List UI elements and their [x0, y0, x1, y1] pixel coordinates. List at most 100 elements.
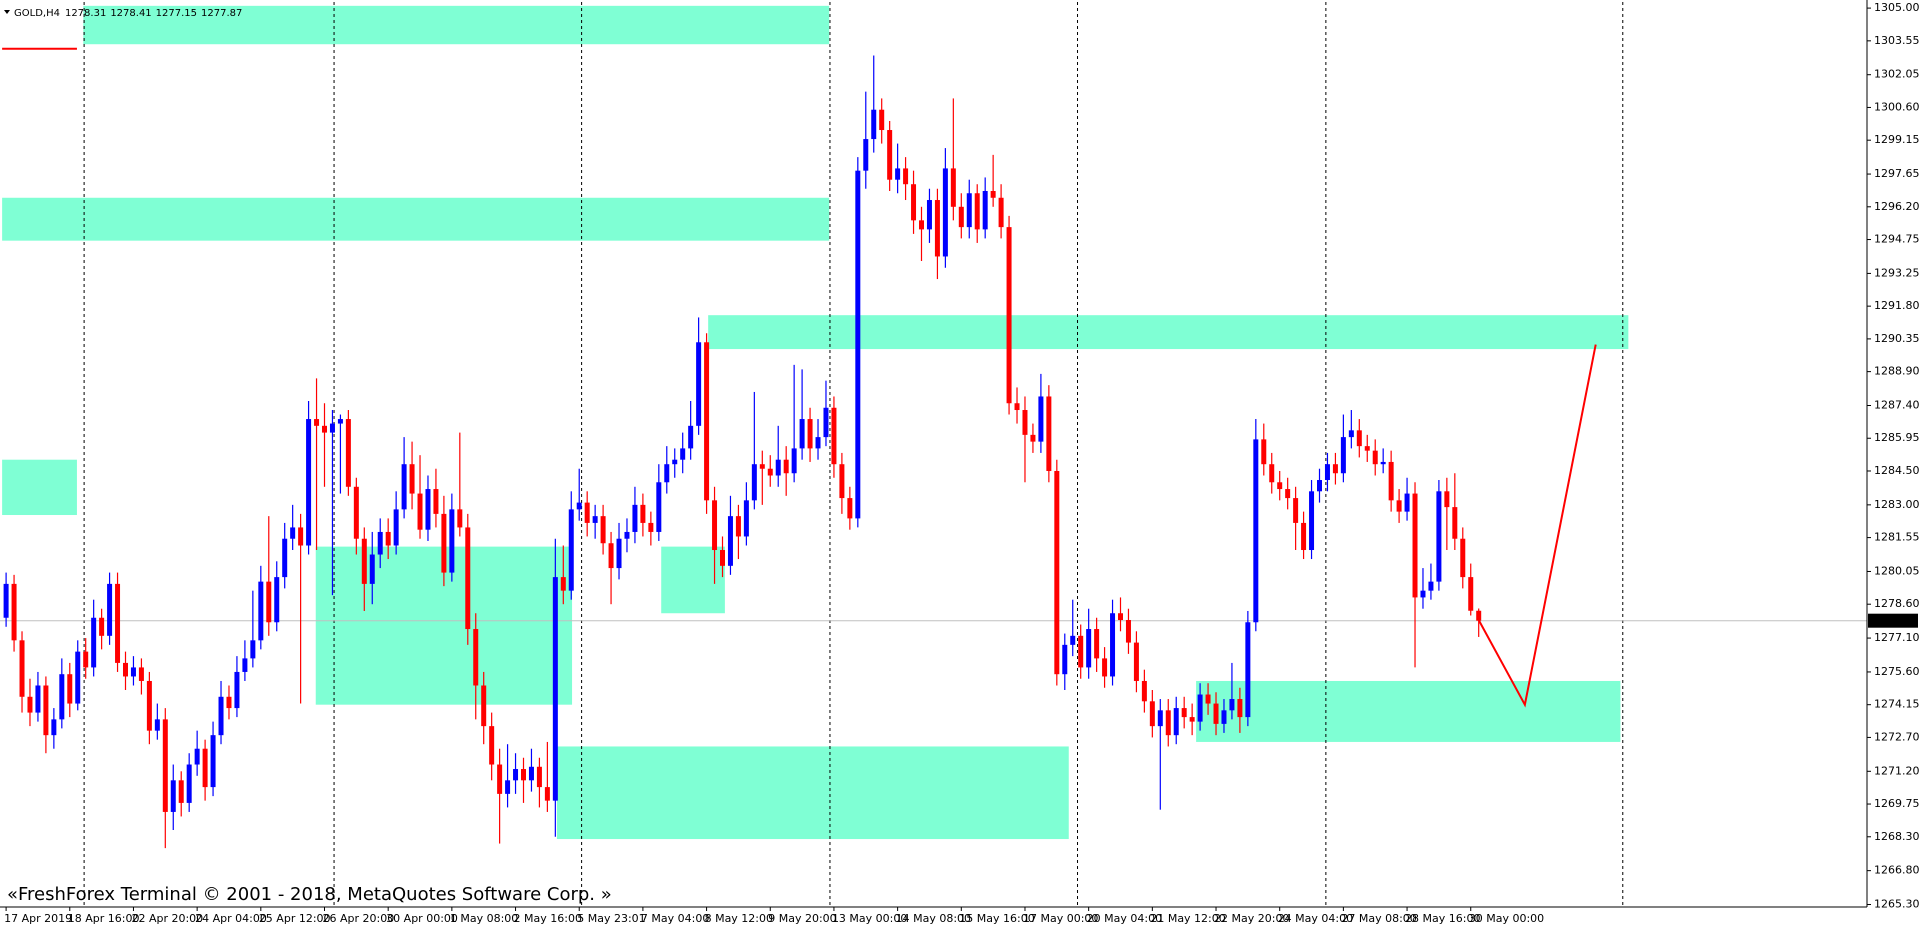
- y-tick-label: 1300.60: [1874, 100, 1920, 113]
- last-low: 1277.15: [156, 8, 197, 19]
- candle-body: [656, 482, 662, 532]
- candle-body: [799, 419, 805, 449]
- candle-body: [552, 577, 558, 801]
- x-tick-label: 24 Apr 04:00: [195, 912, 267, 925]
- candle-body: [1388, 461, 1394, 501]
- candle-body: [1046, 396, 1052, 471]
- candle-body: [919, 220, 924, 230]
- zone: [708, 315, 1629, 350]
- candle-body: [568, 509, 574, 591]
- candle-body: [1460, 538, 1466, 578]
- x-tick-label: 26 Apr 20:00: [323, 912, 395, 925]
- candle-body: [1332, 464, 1338, 474]
- candle-body: [11, 583, 17, 641]
- candle-body: [1118, 613, 1123, 621]
- candle-body: [51, 719, 57, 736]
- candle-body: [1205, 694, 1211, 704]
- candle-body: [282, 538, 288, 578]
- candle-body: [1420, 590, 1426, 598]
- candle-body: [807, 419, 813, 449]
- zones: [2, 5, 1629, 840]
- menu-arrow[interactable]: [4, 10, 10, 14]
- x-tick-label: 13 May 00:00: [832, 912, 907, 925]
- y-tick-label: 1283.00: [1874, 498, 1920, 511]
- candle-body: [1436, 491, 1442, 582]
- candle-body: [377, 531, 383, 555]
- candle-body: [1229, 699, 1235, 711]
- last-open: 1278.31: [65, 8, 106, 19]
- candle-body: [887, 130, 893, 180]
- candle-body: [1301, 522, 1307, 551]
- candle-body: [465, 527, 471, 630]
- candle-body: [704, 342, 710, 501]
- candle-body: [505, 780, 511, 794]
- candle-body: [1062, 644, 1068, 675]
- candle-body: [67, 674, 73, 704]
- candle-body: [218, 696, 224, 736]
- candle-body: [154, 719, 160, 731]
- candle-body: [322, 425, 327, 433]
- candle-body: [712, 500, 718, 551]
- candle-body: [481, 685, 487, 727]
- candle-body: [958, 206, 964, 228]
- candle-body: [1102, 658, 1108, 677]
- candle-body: [497, 764, 503, 794]
- candle-body: [489, 726, 495, 765]
- candle-body: [783, 459, 789, 474]
- watermark: «FreshForex Terminal © 2001 - 2018, Meta…: [7, 884, 612, 905]
- zone: [2, 459, 77, 516]
- y-tick-label: 1281.55: [1874, 531, 1920, 544]
- candle-body: [616, 538, 622, 569]
- overlays: [2, 47, 1597, 708]
- candle-body: [115, 583, 121, 663]
- x-tick-label: 22 May 20:00: [1214, 912, 1289, 925]
- y-tick-label: 1288.90: [1874, 365, 1920, 378]
- candle-body: [337, 419, 343, 424]
- candle-body: [560, 577, 566, 591]
- candle-body: [879, 109, 885, 131]
- x-tick-label: 14 May 08:00: [896, 912, 971, 925]
- candle-body: [457, 509, 463, 528]
- y-tick-label: 1302.05: [1874, 68, 1920, 81]
- candle-body: [99, 617, 105, 636]
- candle-body: [130, 667, 136, 677]
- candle-body: [1014, 403, 1020, 411]
- candle-body: [1404, 493, 1410, 512]
- candle-body: [855, 170, 861, 519]
- y-tick-label: 1280.05: [1874, 564, 1920, 577]
- candle-body: [1396, 500, 1402, 512]
- axes: 1305.00 1303.55 1302.05 1300.60 1299.15 1297.…: [4, 1, 1919, 925]
- y-tick-label: 1278.60: [1874, 597, 1920, 610]
- candle-body: [306, 419, 312, 546]
- candle-body: [950, 168, 956, 207]
- current-price-box: [1868, 613, 1918, 628]
- candle-body: [234, 671, 240, 709]
- candle-body: [1245, 622, 1251, 718]
- x-tick-label: 7 May 04:00: [641, 912, 709, 925]
- zone: [2, 197, 830, 241]
- y-tick-label: 1299.15: [1874, 133, 1920, 146]
- candle-body: [35, 685, 41, 713]
- candle-body: [720, 550, 725, 566]
- last-close: 1277.87: [201, 8, 242, 19]
- x-tick-label: 25 Apr 12:00: [259, 912, 331, 925]
- y-tick-label: 1296.20: [1874, 200, 1920, 213]
- y-tick-label: 1291.80: [1874, 299, 1920, 312]
- x-tick-label: 1 May 08:00: [450, 912, 518, 925]
- candle-body: [1221, 710, 1227, 724]
- candle-body: [43, 685, 49, 736]
- zone: [1196, 680, 1621, 742]
- candle-body: [680, 448, 686, 460]
- y-tick-label: 1275.60: [1874, 665, 1920, 678]
- candle-body: [576, 502, 582, 510]
- y-tick-label: 1290.35: [1874, 332, 1920, 345]
- candle-body: [298, 527, 304, 546]
- candle-body: [449, 509, 455, 573]
- candle-body: [194, 748, 200, 765]
- x-tick-label: 30 Apr 00:00: [386, 912, 458, 925]
- candle-body: [59, 674, 65, 720]
- candle-body: [640, 504, 646, 523]
- candle-body: [1141, 680, 1147, 702]
- x-tick-label: 17 Apr 2019: [4, 912, 72, 925]
